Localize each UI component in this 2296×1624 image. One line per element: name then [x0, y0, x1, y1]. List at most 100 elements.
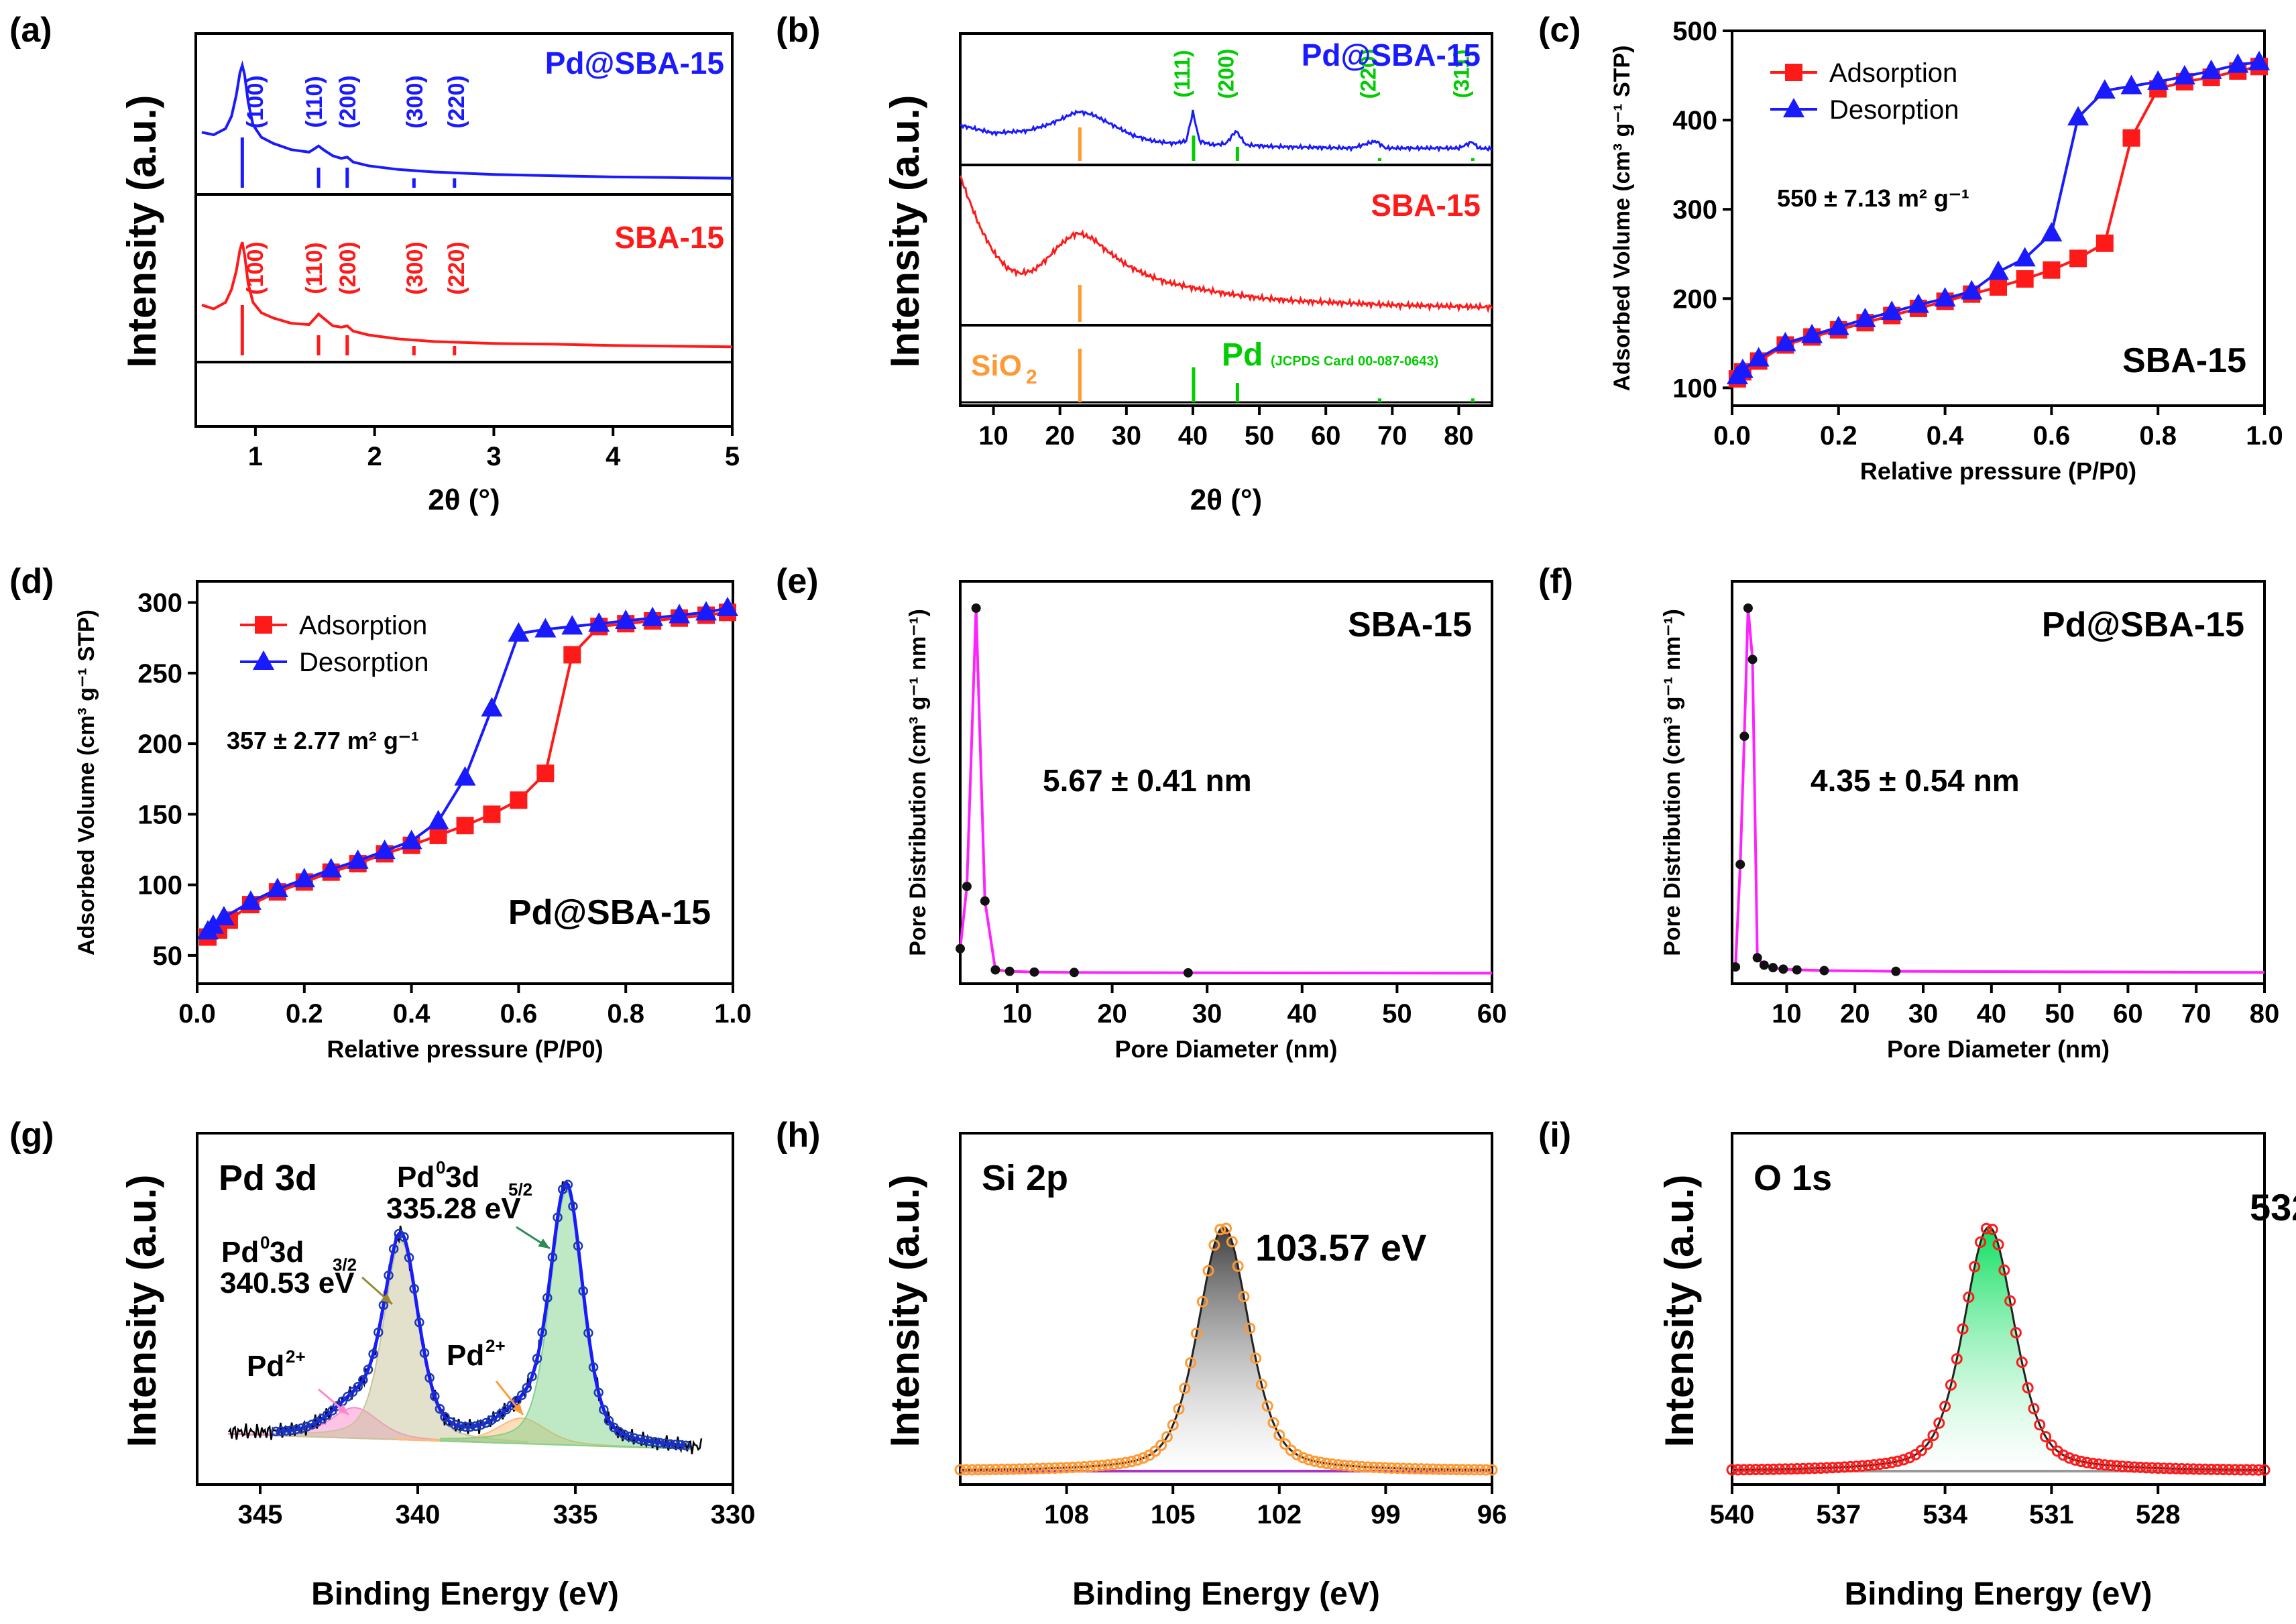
xps-data-point — [2004, 1295, 2016, 1307]
desorption-point — [695, 601, 718, 621]
legend-label: Adsorption — [1829, 58, 1957, 88]
y-tick-label: 150 — [137, 800, 182, 829]
desorption-point — [454, 766, 476, 786]
xps-data-point — [1803, 1462, 1815, 1474]
xps-data-point — [475, 1419, 486, 1430]
xps-data-point — [1309, 1455, 1321, 1467]
xps-data-point — [599, 1405, 609, 1415]
xps-data-point — [644, 1436, 655, 1446]
desorption-point — [374, 839, 396, 860]
peak-label: 3d — [270, 1236, 304, 1269]
x-tick-label: 0.0 — [178, 999, 216, 1029]
xps-data-point — [588, 1362, 599, 1373]
desorption-point — [320, 858, 342, 878]
xps-data-point — [296, 1423, 306, 1434]
xps-data-point — [1898, 1454, 1910, 1466]
xps-data-point — [1927, 1430, 1939, 1442]
x-tick-label: 50 — [1245, 421, 1275, 451]
x-tick-label: 70 — [2181, 999, 2212, 1029]
series-line-Desorption — [1736, 60, 2260, 378]
xps-data-point — [1815, 1462, 1827, 1474]
xps-data-point — [1049, 1462, 1061, 1474]
xps-data-point — [374, 1327, 384, 1338]
xps-data-point — [1244, 1322, 1256, 1334]
xps-data-point — [1061, 1462, 1073, 1474]
desorption-point — [239, 890, 262, 910]
xps-data-point — [1126, 1456, 1138, 1468]
xps-data-point — [2057, 1449, 2069, 1461]
legend-label: Adsorption — [299, 611, 427, 640]
xps-data-point — [1975, 1236, 1987, 1248]
sio2-ref-subscript: 2 — [1026, 366, 1037, 388]
xps-data-point — [629, 1433, 640, 1443]
arrow-head — [538, 1238, 550, 1249]
desorption-point — [534, 618, 557, 638]
xps-data-point — [1391, 1462, 1403, 1474]
pore-data-point — [1731, 962, 1741, 972]
xps-data-point — [2140, 1462, 2152, 1474]
xps-data-point — [2087, 1458, 2099, 1470]
series-line-Adsorption — [1736, 65, 2260, 380]
xps-data-point — [445, 1417, 455, 1427]
xps-data-point — [1220, 1222, 1232, 1234]
xps-data-point — [302, 1422, 312, 1432]
y-tick-label: 50 — [153, 941, 183, 971]
xps-data-point — [1066, 1461, 1078, 1473]
xps-data-point — [670, 1440, 681, 1450]
xps-data-point — [353, 1381, 363, 1392]
plot-frame — [959, 580, 1493, 985]
xps-data-point — [1267, 1417, 1279, 1429]
desorption-point — [2200, 59, 2222, 79]
x-tick-label: 20 — [1840, 999, 1870, 1029]
xps-data-point — [1397, 1462, 1410, 1474]
xps-data-point — [1874, 1458, 1886, 1470]
x-tick-label: 10 — [978, 421, 1009, 451]
xps-data-point — [450, 1419, 461, 1430]
xps-data-point — [1161, 1431, 1173, 1443]
plot-frame — [196, 1132, 734, 1486]
xps-data-point — [414, 1317, 424, 1328]
series-name: Pd@SBA-15 — [1302, 38, 1481, 72]
peak-label-sup: 2+ — [485, 1336, 506, 1356]
y-axis-title: Adsorbed Volume (cm³ g⁻¹ STP) — [1609, 45, 1635, 391]
xps-data-point — [532, 1353, 542, 1364]
xps-data-point — [954, 1464, 966, 1476]
spectrum-title: Pd 3d — [219, 1158, 317, 1198]
xps-data-point — [2122, 1460, 2134, 1472]
xps-data-point — [1013, 1463, 1025, 1475]
x-axis-title: Pore Diameter (nm) — [1114, 1035, 1337, 1063]
xps-data-point — [1880, 1457, 1892, 1469]
x-tick-label: 40 — [1178, 421, 1208, 451]
desorption-point — [717, 597, 739, 616]
xps-data-point — [465, 1422, 475, 1432]
xps-data-point — [522, 1383, 532, 1393]
xps-data-point — [1326, 1458, 1338, 1470]
x-axis-title: 2θ (°) — [1190, 483, 1262, 516]
pore-data-point — [1778, 964, 1788, 974]
xps-data-point — [1915, 1444, 1927, 1456]
pore-data-point — [1819, 966, 1829, 976]
pore-distribution-line — [959, 607, 1493, 975]
panel-label: (i) — [1538, 1116, 1571, 1155]
xps-data-point — [1084, 1460, 1096, 1472]
xps-data-point — [1444, 1463, 1456, 1475]
series-line-SBA-15 — [201, 241, 733, 349]
x-tick-label: 4 — [606, 442, 621, 471]
xps-data-point — [306, 1419, 317, 1430]
xps-data-point — [1362, 1461, 1374, 1473]
xps-data-point — [634, 1434, 645, 1444]
xps-data-point — [1749, 1464, 1762, 1476]
xps-data-point — [1945, 1379, 1957, 1391]
miller-index-label: (110) — [302, 242, 327, 294]
xps-data-point — [435, 1403, 445, 1414]
xps-data-point — [1856, 1460, 1868, 1472]
xps-data-point — [2146, 1462, 2158, 1474]
x-tick-label: 531 — [2029, 1500, 2074, 1529]
xps-data-point — [2034, 1419, 2046, 1431]
peak-label: Pd — [221, 1236, 259, 1269]
sample-name: SBA-15 — [1348, 605, 1472, 644]
x-axis-title: Relative pressure (P/P0) — [327, 1035, 603, 1063]
xps-data-point — [2022, 1382, 2034, 1394]
xps-data-point — [655, 1438, 665, 1448]
series-line-Pd@SBA-15 — [960, 109, 1492, 153]
